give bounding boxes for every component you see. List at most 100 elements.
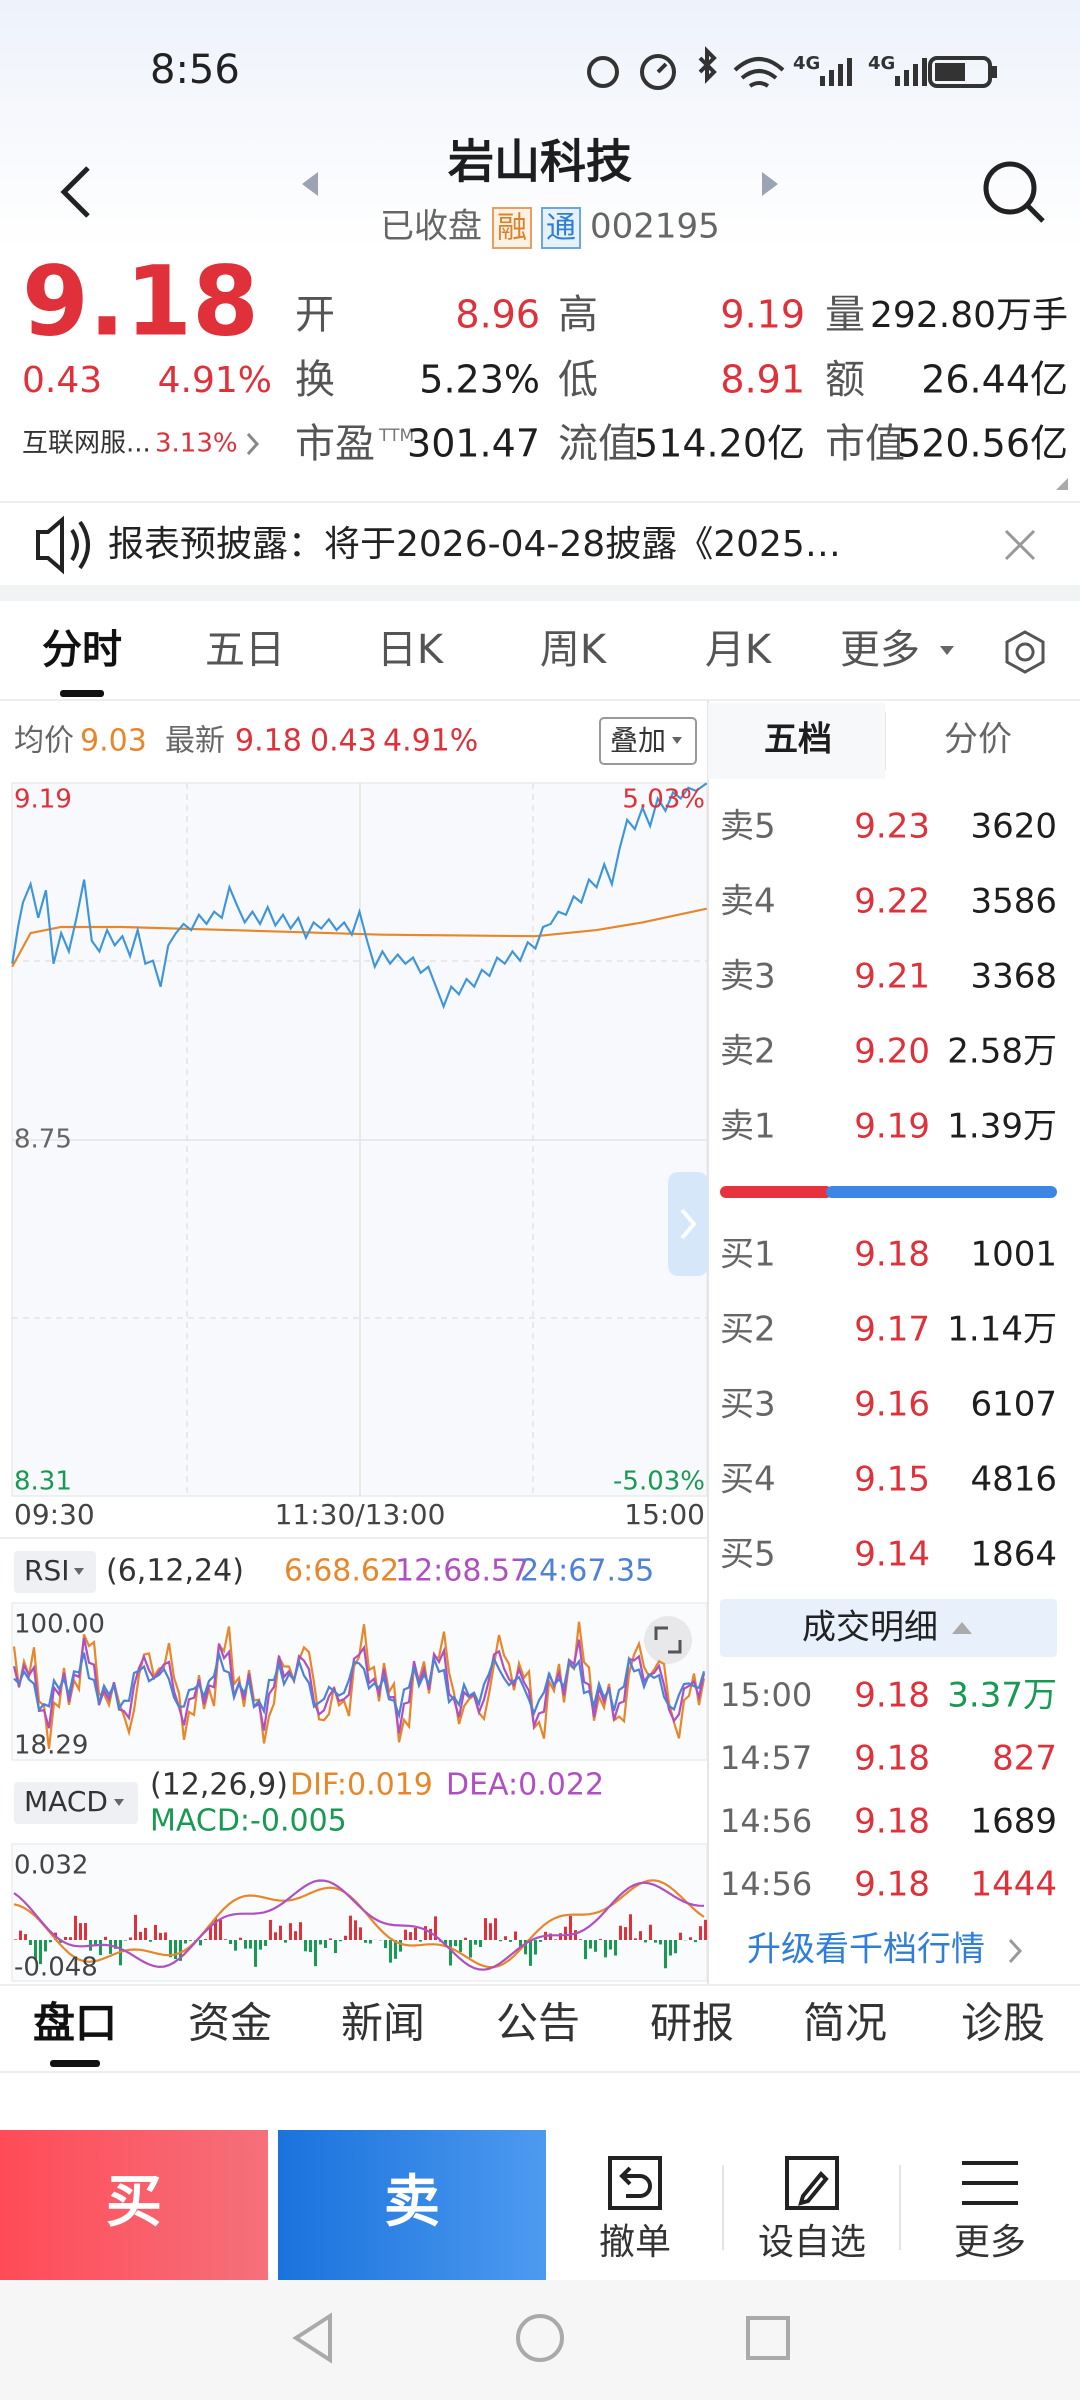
- buy-button[interactable]: [0, 2130, 268, 2280]
- expand-corner[interactable]: [1056, 478, 1068, 490]
- macd-selector[interactable]: [14, 1782, 138, 1824]
- trades-title[interactable]: 成交明细: [802, 1608, 938, 1648]
- macd-bar: [699, 1926, 702, 1940]
- tool-label[interactable]: 撤单: [599, 2222, 671, 2263]
- detail-tab[interactable]: 资金: [188, 1999, 272, 2048]
- time-axis-label: 15:00: [624, 1498, 705, 1531]
- book-level: 卖1: [720, 1107, 776, 1147]
- macd-bar: [509, 1940, 512, 1942]
- macd-bar: [84, 1922, 87, 1940]
- upgrade-link[interactable]: 升级看千档行情: [747, 1930, 985, 1970]
- macd-bar: [354, 1920, 357, 1940]
- nav-back[interactable]: [292, 2312, 332, 2364]
- book-tab[interactable]: 分价: [944, 720, 1012, 760]
- macd-bar: [14, 1939, 17, 1940]
- sector-change: 3.13%: [155, 429, 238, 459]
- search-button[interactable]: [983, 161, 1045, 223]
- sector-name[interactable]: 互联网服...: [22, 429, 151, 459]
- book-level: 卖4: [720, 882, 776, 922]
- book-level: 卖2: [720, 1032, 776, 1072]
- notice-text[interactable]: 报表预披露：将于2026-04-28披露《2025…: [108, 524, 841, 565]
- macd-bar: [524, 1940, 527, 1955]
- book-volume: 3586: [970, 882, 1057, 922]
- upgrade-arrow: [1008, 1938, 1023, 1964]
- field-label: 低: [558, 357, 598, 403]
- macd-bar: [94, 1940, 97, 1946]
- side-handle[interactable]: [668, 1172, 708, 1276]
- macd-bar: [49, 1940, 52, 1943]
- detail-tab[interactable]: 研报: [650, 1999, 734, 2048]
- macd-bar: [414, 1927, 417, 1940]
- macd-bar: [644, 1940, 647, 1943]
- prev-stock[interactable]: [302, 172, 318, 196]
- sell-button[interactable]: [278, 2130, 546, 2280]
- nav-home[interactable]: [516, 2314, 564, 2362]
- macd-bar: [109, 1940, 112, 1954]
- macd-bar: [154, 1924, 157, 1940]
- indicator-name[interactable]: MACD: [24, 1785, 108, 1818]
- chart-tab[interactable]: 五日: [205, 627, 285, 673]
- overlay-label[interactable]: 叠加: [610, 724, 666, 757]
- tool-label[interactable]: 设自选: [758, 2222, 866, 2263]
- next-stock[interactable]: [762, 172, 778, 196]
- macd-bar: [664, 1940, 667, 1969]
- macd-bar: [449, 1940, 452, 1966]
- cancel-icon[interactable]: [608, 2156, 662, 2210]
- margin-tag: 融: [497, 211, 527, 246]
- macd-bar: [679, 1932, 682, 1940]
- nav-recent[interactable]: [746, 2316, 790, 2360]
- stock-name: 岩山科技: [448, 135, 632, 189]
- more-icon[interactable]: [962, 2161, 1018, 2205]
- macd-dif: DIF:0.019: [290, 1768, 433, 1803]
- trade-time: 15:00: [720, 1676, 812, 1714]
- detail-tab[interactable]: 公告: [496, 1999, 580, 2048]
- detail-tab[interactable]: 盘口: [33, 1999, 117, 2048]
- macd-bar: [614, 1940, 617, 1956]
- tool-label[interactable]: 更多: [954, 2222, 1026, 2263]
- overlay-button[interactable]: [599, 717, 697, 765]
- rsi-selector[interactable]: [14, 1551, 96, 1593]
- back-button[interactable]: [60, 166, 90, 218]
- trades-header[interactable]: [720, 1599, 1057, 1657]
- latest-change: 0.43: [310, 724, 377, 759]
- macd-bar: [64, 1936, 67, 1940]
- macd-bar: [539, 1940, 542, 1942]
- field-label: 高: [558, 292, 598, 338]
- tab-active-bg: [708, 703, 885, 779]
- book-level: 卖5: [720, 807, 776, 847]
- chart-tab[interactable]: 分时: [42, 627, 122, 673]
- detail-tab[interactable]: 诊股: [961, 1999, 1045, 2048]
- close-notice[interactable]: [1004, 529, 1036, 561]
- chart-grid: [12, 783, 707, 1496]
- rsi-value: 24:67.35: [520, 1554, 654, 1589]
- book-tab[interactable]: 五档: [764, 720, 832, 760]
- chart-tab[interactable]: 月K: [705, 627, 773, 673]
- chart-tab[interactable]: 日K: [377, 627, 445, 673]
- pct-axis-label: 5.03%: [622, 785, 705, 815]
- sell-label[interactable]: 卖: [384, 2170, 440, 2235]
- detail-tab[interactable]: 新闻: [341, 1999, 425, 2048]
- buy-label[interactable]: 买: [106, 2170, 162, 2235]
- fullscreen-icon[interactable]: [644, 1616, 692, 1664]
- macd-bar: [674, 1940, 677, 1954]
- macd-bar: [134, 1914, 137, 1940]
- macd-bar: [359, 1927, 362, 1940]
- watchlist-icon[interactable]: [785, 2156, 839, 2210]
- indicator-name[interactable]: RSI: [24, 1554, 70, 1587]
- macd-bar: [569, 1915, 572, 1940]
- field-value: 8.91: [720, 358, 805, 402]
- bid-ratio-bar: [826, 1186, 1057, 1198]
- field-value: 5.23%: [419, 358, 540, 402]
- collapse-arrow: [952, 1622, 972, 1634]
- rsi-axis-label: 100.00: [14, 1610, 105, 1640]
- trade-price: 9.18: [854, 1802, 930, 1842]
- detail-tab[interactable]: 简况: [803, 1999, 887, 2048]
- chart-tab[interactable]: 更多: [840, 627, 920, 673]
- price-change: 0.43: [22, 360, 102, 401]
- settings-icon[interactable]: [1005, 630, 1045, 674]
- book-level: 买5: [720, 1535, 776, 1575]
- book-volume: 4816: [970, 1460, 1057, 1500]
- chart-tab[interactable]: 周K: [540, 627, 608, 673]
- macd-bar: [704, 1919, 707, 1940]
- macd-bar: [269, 1919, 272, 1940]
